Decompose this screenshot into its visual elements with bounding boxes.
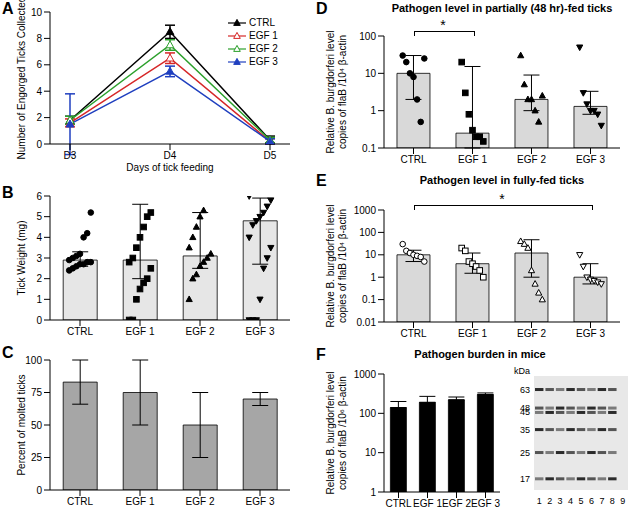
svg-text:CTRL: CTRL [400, 328, 427, 339]
svg-text:100: 100 [359, 227, 376, 238]
html-text:CTRL: CTRL [249, 17, 276, 28]
svg-text:1: 1 [370, 272, 376, 283]
svg-text:D3: D3 [64, 150, 77, 161]
svg-text:75: 75 [31, 387, 43, 398]
svg-text:1: 1 [36, 294, 42, 305]
svg-text:4: 4 [36, 232, 42, 243]
svg-text:2: 2 [36, 273, 42, 284]
svg-text:D5: D5 [264, 150, 277, 161]
svg-text:EGF 3: EGF 3 [246, 326, 275, 337]
svg-text:6: 6 [589, 496, 594, 506]
svg-text:4: 4 [36, 86, 42, 97]
html-text:Pathogen level in fully-fed ti: Pathogen level in fully-fed ticks [419, 174, 585, 186]
html-text:EGF 3: EGF 3 [249, 56, 278, 67]
svg-text:0: 0 [36, 315, 42, 326]
svg-text:2: 2 [547, 496, 552, 506]
html-text:Pathogen level in partially (4: Pathogen level in partially (48 hr)-fed … [391, 2, 613, 14]
html-text:Tick Weight (mg): Tick Weight (mg) [15, 220, 26, 296]
svg-text:0.01: 0.01 [357, 317, 377, 328]
svg-text:5: 5 [36, 211, 42, 222]
html-text:F: F [316, 346, 326, 363]
svg-text:0: 0 [36, 485, 42, 496]
svg-text:EGF 2: EGF 2 [517, 328, 546, 339]
svg-text:6: 6 [36, 59, 42, 70]
svg-text:5: 5 [578, 496, 583, 506]
svg-text:100: 100 [25, 355, 42, 366]
svg-text:8: 8 [36, 33, 42, 44]
svg-text:EGF 3: EGF 3 [246, 496, 275, 507]
svg-text:EGF 3: EGF 3 [471, 498, 500, 509]
svg-text:0: 0 [36, 139, 42, 150]
html-text:Days of tick feeding: Days of tick feeding [126, 162, 214, 173]
svg-text:0.1: 0.1 [362, 143, 376, 154]
svg-text:1: 1 [537, 496, 542, 506]
svg-text:EGF 1: EGF 1 [413, 498, 442, 509]
svg-text:1: 1 [370, 487, 376, 498]
svg-text:7: 7 [599, 496, 604, 506]
svg-text:CTRL: CTRL [67, 326, 94, 337]
svg-text:10: 10 [365, 447, 377, 458]
svg-text:EGF 1: EGF 1 [458, 154, 487, 165]
svg-text:EGF 3: EGF 3 [576, 328, 605, 339]
html-text:D: D [316, 0, 328, 17]
svg-text:EGF 2: EGF 2 [186, 496, 215, 507]
svg-text:EGF 2: EGF 2 [517, 154, 546, 165]
svg-text:CTRL: CTRL [67, 496, 94, 507]
html-text:A: A [2, 0, 14, 17]
html-text:Relative B. burgdorferi level: Relative B. burgdorferi level [325, 204, 336, 328]
svg-text:EGF 1: EGF 1 [458, 328, 487, 339]
svg-text:10: 10 [31, 7, 43, 18]
html-text:B: B [2, 184, 14, 201]
svg-text:50: 50 [31, 420, 43, 431]
svg-text:10: 10 [365, 249, 377, 260]
svg-text:D4: D4 [164, 150, 177, 161]
svg-text:1000: 1000 [354, 205, 377, 216]
svg-text:17: 17 [520, 474, 530, 484]
html-text:Pathogen burden in mice: Pathogen burden in mice [414, 348, 546, 360]
svg-text:0.1: 0.1 [362, 294, 376, 305]
svg-text:kDa: kDa [514, 366, 530, 376]
html-text:C: C [2, 344, 14, 361]
svg-text:CTRL: CTRL [385, 498, 412, 509]
svg-text:10: 10 [365, 68, 377, 79]
svg-text:9: 9 [620, 496, 625, 506]
html-text:Relative B. burgdorferi level: Relative B. burgdorferi level [325, 371, 336, 495]
svg-text:EGF 3: EGF 3 [576, 154, 605, 165]
svg-text:4: 4 [568, 496, 573, 506]
svg-text:45: 45 [520, 407, 530, 417]
svg-text:2: 2 [36, 112, 42, 123]
svg-text:100: 100 [359, 31, 376, 42]
svg-text:1: 1 [370, 105, 376, 116]
html-text:Relative B. burgdorferi level: Relative B. burgdorferi level [325, 30, 336, 154]
html-text:copies of flaB /10⁶ β-actin: copies of flaB /10⁶ β-actin [337, 376, 348, 490]
svg-text:25: 25 [520, 448, 530, 458]
html-text:copies of flaB /10⁴ β-actin: copies of flaB /10⁴ β-actin [337, 35, 348, 149]
svg-text:25: 25 [31, 452, 43, 463]
svg-text:EGF 2: EGF 2 [186, 326, 215, 337]
svg-text:1000: 1000 [354, 369, 377, 380]
svg-text:35: 35 [520, 425, 530, 435]
svg-text:CTRL: CTRL [400, 154, 427, 165]
svg-text:EGF 1: EGF 1 [126, 326, 155, 337]
svg-text:3: 3 [36, 253, 42, 264]
svg-text:3: 3 [558, 496, 563, 506]
html-text:EGF 2: EGF 2 [249, 43, 278, 54]
html-text:Percent of molted ticks: Percent of molted ticks [15, 374, 26, 476]
svg-text:100: 100 [359, 408, 376, 419]
html-text:E: E [316, 172, 327, 189]
svg-text:EGF 1: EGF 1 [126, 496, 155, 507]
html-text:EGF 1: EGF 1 [249, 30, 278, 41]
svg-text:6: 6 [36, 191, 42, 202]
svg-text:8: 8 [610, 496, 615, 506]
svg-text:EGF 2: EGF 2 [442, 498, 471, 509]
html-text:copies of flaB /10⁴ β-actin: copies of flaB /10⁴ β-actin [337, 209, 348, 323]
svg-text:63: 63 [520, 385, 530, 395]
